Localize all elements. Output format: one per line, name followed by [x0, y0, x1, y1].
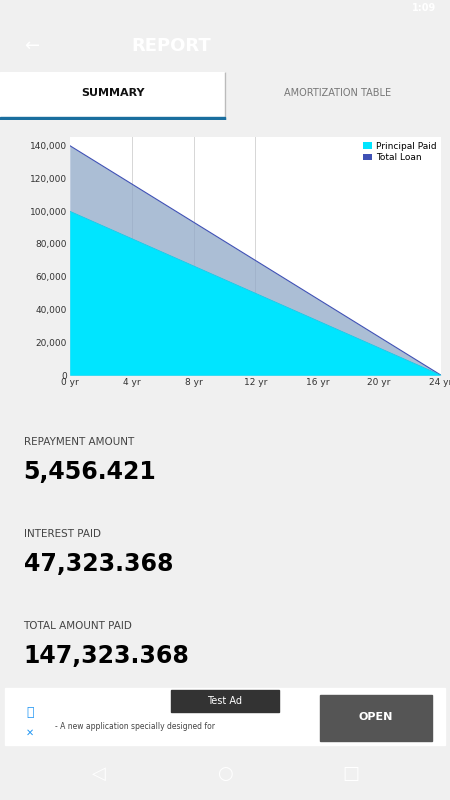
- Text: INTEREST PAID: INTEREST PAID: [23, 529, 100, 538]
- Text: 5,456.421: 5,456.421: [23, 460, 156, 484]
- Bar: [320, 694, 432, 741]
- Text: REPORT: REPORT: [131, 37, 211, 55]
- Text: SUMMARY: SUMMARY: [81, 88, 144, 98]
- Bar: [0, 72, 225, 120]
- Text: TOTAL AMOUNT PAID: TOTAL AMOUNT PAID: [23, 621, 132, 630]
- Text: □: □: [342, 765, 360, 783]
- Text: OPEN: OPEN: [359, 712, 393, 722]
- Text: 1:09: 1:09: [412, 2, 436, 13]
- Text: ✕: ✕: [26, 727, 34, 738]
- Text: ◁: ◁: [92, 765, 106, 783]
- Bar: [171, 690, 279, 712]
- Text: ○: ○: [217, 765, 233, 783]
- Text: REPAYMENT AMOUNT: REPAYMENT AMOUNT: [23, 437, 134, 446]
- Bar: [0, 117, 225, 120]
- Text: 47,323.368: 47,323.368: [23, 552, 173, 576]
- Text: - A new application specially designed for: - A new application specially designed f…: [55, 722, 215, 731]
- Text: ←: ←: [24, 37, 39, 55]
- Text: ⓘ: ⓘ: [26, 706, 34, 718]
- Legend: Principal Paid, Total Loan: Principal Paid, Total Loan: [360, 138, 440, 166]
- Text: 147,323.368: 147,323.368: [23, 644, 189, 668]
- Text: AMORTIZATION TABLE: AMORTIZATION TABLE: [284, 88, 391, 98]
- Text: Test Ad: Test Ad: [207, 696, 243, 706]
